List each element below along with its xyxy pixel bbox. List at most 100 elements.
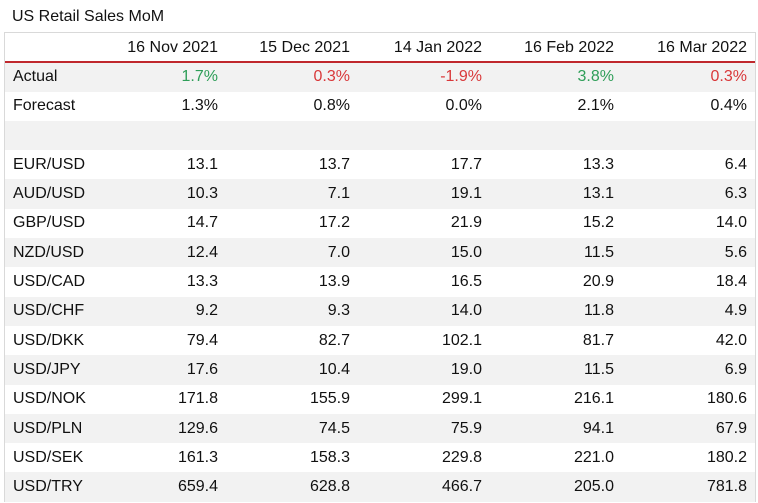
pair-value: 299.1 xyxy=(441,390,482,408)
pair-value: 67.9 xyxy=(622,413,755,444)
forecast-row: Forecast 1.3% 0.8% 0.0% 2.1% 0.4% xyxy=(5,92,755,121)
pair-value: 11.8 xyxy=(490,296,622,326)
pair-label: USD/SEK xyxy=(13,448,84,466)
actual-value: -1.9% xyxy=(358,62,490,92)
actual-value: 0.3% xyxy=(226,62,358,92)
row-label: Forecast xyxy=(13,97,76,115)
pair-value: 9.2 xyxy=(101,296,226,326)
pair-value: 42.0 xyxy=(715,331,747,349)
pair-value: 81.7 xyxy=(582,331,614,349)
forecast-value: 0.0% xyxy=(445,97,482,115)
pair-label: NZD/USD xyxy=(5,238,101,268)
column-header: 16 Mar 2022 xyxy=(622,33,755,64)
pair-row: USD/CHF 9.2 9.3 14.0 11.8 4.9 xyxy=(5,296,755,326)
pair-value: 13.7 xyxy=(318,155,350,173)
pair-value: 82.7 xyxy=(318,331,350,349)
forecast-value: 2.1% xyxy=(577,97,614,115)
pair-value: 11.5 xyxy=(490,355,622,385)
pair-row: GBP/USD 14.7 17.2 21.9 15.2 14.0 xyxy=(5,209,755,238)
pair-value: 15.2 xyxy=(582,214,614,232)
empty-cell xyxy=(490,120,622,151)
pair-value: 15.0 xyxy=(358,238,490,268)
forecast-value: 0.8% xyxy=(313,97,350,115)
spacer-row xyxy=(5,120,755,151)
empty-cell xyxy=(101,120,226,151)
pair-value: 9.3 xyxy=(226,296,358,326)
pair-value: 155.9 xyxy=(309,390,350,408)
pair-label: USD/CAD xyxy=(13,273,86,291)
empty-cell xyxy=(358,120,490,151)
pair-value: 7.1 xyxy=(226,179,358,209)
pair-value: 6.4 xyxy=(724,155,747,173)
pair-value: 14.7 xyxy=(186,214,218,232)
pair-value: 13.1 xyxy=(186,155,218,173)
pair-value: 10.3 xyxy=(101,179,226,209)
actual-value: 0.3% xyxy=(622,62,755,92)
pair-value: 216.1 xyxy=(573,390,614,408)
pair-value: 205.0 xyxy=(490,472,622,502)
pair-row: NZD/USD 12.4 7.0 15.0 11.5 5.6 xyxy=(5,238,755,268)
pair-label: USD/NOK xyxy=(13,390,86,408)
pair-value: 75.9 xyxy=(358,413,490,444)
pair-value: 13.9 xyxy=(318,273,350,291)
pair-row: USD/TRY 659.4 628.8 466.7 205.0 781.8 xyxy=(5,472,755,502)
forecast-value: 0.4% xyxy=(710,97,747,115)
pair-value: 17.6 xyxy=(101,355,226,385)
pair-label: GBP/USD xyxy=(13,214,86,232)
pair-value: 102.1 xyxy=(441,331,482,349)
pair-value: 20.9 xyxy=(582,273,614,291)
pair-value: 161.3 xyxy=(177,448,218,466)
actual-value: 3.8% xyxy=(490,62,622,92)
pair-value: 466.7 xyxy=(358,472,490,502)
pair-label: USD/CHF xyxy=(5,296,101,326)
pair-row: EUR/USD 13.1 13.7 17.7 13.3 6.4 xyxy=(5,150,755,179)
pair-value: 4.9 xyxy=(622,296,755,326)
pair-value: 19.1 xyxy=(358,179,490,209)
actual-value: 1.7% xyxy=(101,62,226,92)
pair-label: EUR/USD xyxy=(13,155,86,173)
pair-value: 18.4 xyxy=(715,273,747,291)
pair-value: 17.2 xyxy=(318,214,350,232)
pair-row: USD/DKK 79.4 82.7 102.1 81.7 42.0 xyxy=(5,326,755,355)
forecast-value: 1.3% xyxy=(181,97,218,115)
pair-value: 229.8 xyxy=(441,448,482,466)
empty-cell xyxy=(226,120,358,151)
pair-label: USD/PLN xyxy=(5,413,101,444)
pair-value: 628.8 xyxy=(226,472,358,502)
pair-value: 21.9 xyxy=(450,214,482,232)
empty-cell xyxy=(5,120,101,151)
pair-value: 6.9 xyxy=(622,355,755,385)
pair-label: USD/TRY xyxy=(5,472,101,502)
pair-row: USD/CAD 13.3 13.9 16.5 20.9 18.4 xyxy=(5,267,755,296)
page-title: US Retail Sales MoM xyxy=(12,8,165,25)
pair-value: 659.4 xyxy=(101,472,226,502)
pair-row: USD/JPY 17.6 10.4 19.0 11.5 6.9 xyxy=(5,355,755,385)
pair-value: 94.1 xyxy=(490,413,622,444)
pair-value: 13.3 xyxy=(186,273,218,291)
pair-value: 74.5 xyxy=(226,413,358,444)
pair-value: 10.4 xyxy=(226,355,358,385)
pair-label: USD/JPY xyxy=(5,355,101,385)
pair-value: 129.6 xyxy=(101,413,226,444)
column-header: 14 Jan 2022 xyxy=(358,33,490,64)
pair-value: 79.4 xyxy=(186,331,218,349)
data-table: 16 Nov 2021 15 Dec 2021 14 Jan 2022 16 F… xyxy=(5,33,755,502)
pair-row: AUD/USD 10.3 7.1 19.1 13.1 6.3 xyxy=(5,179,755,209)
column-header: 16 Nov 2021 xyxy=(101,33,226,64)
pair-value: 158.3 xyxy=(309,448,350,466)
pair-label: USD/DKK xyxy=(13,331,85,349)
pair-row: USD/PLN 129.6 74.5 75.9 94.1 67.9 xyxy=(5,413,755,444)
pair-value: 16.5 xyxy=(450,273,482,291)
pair-value: 781.8 xyxy=(622,472,755,502)
pair-value: 11.5 xyxy=(490,238,622,268)
column-header: 16 Feb 2022 xyxy=(490,33,622,64)
corner-cell xyxy=(5,33,101,64)
pair-value: 13.1 xyxy=(490,179,622,209)
column-header: 15 Dec 2021 xyxy=(226,33,358,64)
actual-row: Actual 1.7% 0.3% -1.9% 3.8% 0.3% xyxy=(5,62,755,92)
empty-cell xyxy=(622,120,755,151)
retail-sales-table: 16 Nov 2021 15 Dec 2021 14 Jan 2022 16 F… xyxy=(4,32,756,502)
pair-value: 180.2 xyxy=(706,448,747,466)
header-row: 16 Nov 2021 15 Dec 2021 14 Jan 2022 16 F… xyxy=(5,33,755,64)
pair-value: 221.0 xyxy=(573,448,614,466)
